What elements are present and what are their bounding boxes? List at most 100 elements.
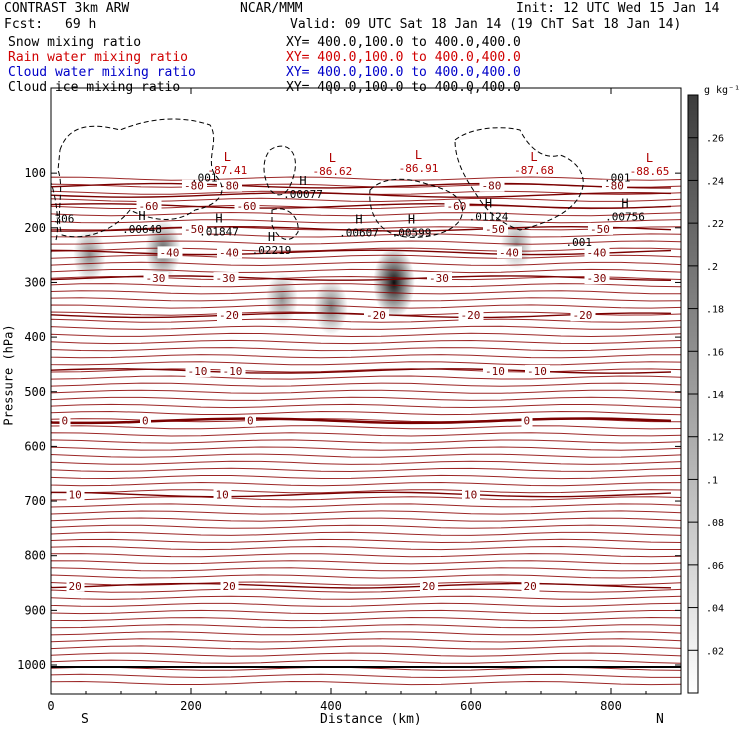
y-tick-label: 1000: [17, 658, 46, 672]
isotherm-line: [51, 616, 681, 622]
isotherm-label: -80: [604, 180, 624, 193]
contour-label-bg: [497, 246, 522, 259]
isotherm-line: [51, 659, 681, 664]
isotherm-line: [51, 240, 681, 245]
extremum-value: -86.91: [399, 162, 439, 175]
isotherm-line: [51, 254, 681, 259]
isotherm-label: -30: [146, 272, 166, 285]
isotherm-line: [51, 517, 681, 522]
isotherm-line: [51, 219, 681, 224]
field-name-cloudwater: Cloud water mixing ratio: [8, 65, 196, 80]
contour-label-bg: [217, 246, 242, 259]
contour-label-bg: [521, 579, 540, 592]
y-tick-label: 700: [24, 494, 46, 508]
isotherm-line: [51, 467, 681, 473]
contour-label-bg: [427, 272, 452, 285]
isotherm-label: -30: [429, 272, 449, 285]
high-marker: H: [138, 209, 145, 223]
isotherm-line: [51, 446, 681, 451]
contour-label: .001: [604, 171, 631, 184]
contour-label-bg: [66, 579, 85, 592]
x-axis-title: Distance (km): [320, 712, 422, 727]
isotherm-line: [51, 453, 681, 458]
isotherm-label: -50: [485, 223, 505, 236]
high-marker: H: [621, 197, 628, 211]
colorbar-tick-label: .1: [706, 475, 718, 486]
isotherm-line: [51, 673, 681, 679]
low-marker: L: [415, 148, 422, 162]
contour-label-bg: [182, 179, 207, 192]
isotherm-label: 10: [464, 488, 477, 501]
contour-label-bg: [364, 309, 389, 322]
isotherm-label: -30: [216, 272, 236, 285]
isotherm-line: [51, 609, 681, 615]
cloud-contour: [369, 178, 464, 238]
colorbar-unit: g kg⁻¹: [704, 85, 740, 96]
colorbar-tick-label: .14: [706, 390, 724, 401]
contour-label-bg: [157, 246, 183, 259]
cloud-contour: [271, 208, 299, 240]
isotherm-line: [51, 602, 681, 608]
isotherm-label: -40: [160, 246, 180, 259]
isotherm-line: [51, 268, 681, 274]
extremum-value: -87.41: [208, 164, 248, 177]
isotherm-line: [51, 496, 681, 501]
high-marker: H: [355, 212, 362, 226]
isotherm-line: [51, 524, 681, 529]
field-name-rain: Rain water mixing ratio: [8, 50, 189, 65]
isotherm-line: [51, 531, 681, 536]
extremum-value: .01847: [199, 225, 239, 238]
contour-label-bg: [217, 309, 242, 322]
isotherm-line: [51, 233, 681, 238]
isotherm-line: [51, 410, 681, 416]
contour-label-bg: [462, 488, 480, 501]
isotherm-label: 10: [216, 488, 229, 501]
isotherm-line: [51, 652, 681, 657]
y-tick-label: 100: [24, 166, 46, 180]
valid-time: Valid: 09 UTC Sat 18 Jan 14 (19 ChT Sat …: [290, 17, 682, 32]
isotherm-line: [51, 211, 681, 217]
contour-label-bg: [143, 272, 169, 285]
isotherm-line: [51, 361, 681, 366]
contour-label-bg: [213, 488, 232, 501]
high-marker: H: [215, 211, 222, 225]
x-tick-label: 400: [320, 699, 342, 713]
isotherm-contour: [51, 275, 672, 281]
isotherm-line: [51, 297, 681, 302]
isotherm-contour: [51, 417, 672, 425]
isotherm-line: [51, 375, 681, 380]
extremum-value: -88.65: [630, 165, 670, 178]
contour-label-bg: [570, 309, 596, 322]
isotherm-line: [51, 538, 681, 544]
contour-label-bg: [140, 414, 151, 427]
low-marker: L: [329, 151, 336, 165]
end-label-north: N: [656, 712, 664, 727]
isotherm-contour: [51, 582, 672, 589]
isotherm-label: 20: [422, 580, 435, 593]
isotherm-label: 0: [524, 415, 531, 428]
isotherm-label: -40: [499, 246, 519, 259]
isotherm-line: [51, 283, 681, 288]
isotherm-line: [51, 510, 681, 515]
isotherm-contour: [51, 225, 672, 232]
contour-label-bg: [483, 222, 508, 235]
forecast-hours: 69 h: [65, 17, 97, 32]
isotherm-contour: [51, 249, 672, 256]
high-marker: H: [408, 212, 415, 226]
contour-label: .001: [566, 236, 593, 249]
isotherm-label: -10: [188, 365, 208, 378]
cloud-contour: [263, 145, 296, 196]
isotherm-line: [51, 481, 681, 487]
isotherm-contour: [51, 192, 672, 198]
extremum-value: .02219: [252, 244, 292, 257]
y-tick-label: 300: [24, 275, 46, 289]
isotherm-line: [51, 545, 681, 551]
isotherm-line: [51, 588, 681, 593]
isotherm-label: -20: [366, 309, 386, 322]
colorbar-tick-label: .22: [706, 219, 724, 230]
extremum-value: -86.62: [313, 165, 353, 178]
forecast-label: Fcst:: [4, 17, 44, 32]
extremum-value: -87.68: [514, 164, 554, 177]
isotherm-line: [51, 325, 681, 330]
isotherm-line: [51, 560, 681, 565]
